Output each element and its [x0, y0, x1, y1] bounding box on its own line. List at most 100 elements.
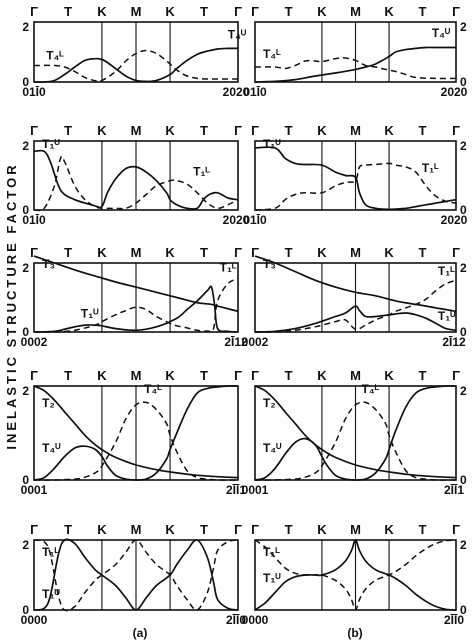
- symmetry-label: Γ: [30, 4, 38, 19]
- symmetry-label: K: [97, 123, 107, 138]
- y-axis-label: INELASTIC STRUCTURE FACTOR: [4, 162, 19, 449]
- y-tick-label: 2: [460, 139, 467, 153]
- symmetry-label: T: [285, 245, 293, 260]
- symmetry-label: Γ: [30, 368, 38, 383]
- symmetry-label: K: [165, 123, 175, 138]
- series-label: T₂: [42, 396, 55, 410]
- symmetry-label: K: [317, 368, 327, 383]
- y-tick-label: 2: [22, 139, 29, 153]
- series-label: T₄ᴸ: [46, 49, 64, 63]
- series-label: T₄ᵁ: [263, 441, 282, 455]
- y-tick-label: 0: [22, 473, 29, 487]
- symmetry-label: Γ: [30, 522, 38, 537]
- panel-label-b: (b): [347, 626, 362, 640]
- series-label: T₁ᴸ: [193, 165, 210, 179]
- y-tick-label: 2: [460, 538, 467, 552]
- x-start-label: 01Ī0: [243, 85, 267, 99]
- x-start-label: 0002: [21, 335, 48, 349]
- x-start-label: 01Ī0: [22, 213, 46, 227]
- series-line: [33, 277, 239, 333]
- series-label: T₁ᵁ: [263, 137, 281, 151]
- y-tick-label: 0: [460, 603, 467, 617]
- series-label: T₁ᴸ: [438, 264, 455, 278]
- symmetry-label: Γ: [452, 368, 460, 383]
- series-label: T₄ᵁ: [432, 26, 451, 40]
- series-line: [254, 539, 457, 611]
- series-label: T₁ᴸ: [220, 261, 237, 275]
- symmetry-label: K: [384, 368, 394, 383]
- series-line: [33, 538, 239, 611]
- x-start-label: 0001: [21, 483, 48, 497]
- y-tick-label: 0: [22, 203, 29, 217]
- symmetry-label: Γ: [30, 123, 38, 138]
- symmetry-label: Γ: [251, 123, 259, 138]
- symmetry-label: Γ: [452, 4, 460, 19]
- y-tick-label: 2: [22, 20, 29, 34]
- symmetry-label: Γ: [251, 522, 259, 537]
- series-label: T₁ᵁ: [42, 137, 60, 151]
- symmetry-label: M: [350, 4, 361, 19]
- symmetry-label: T: [200, 123, 208, 138]
- series-label: T₃: [263, 257, 276, 271]
- y-tick-label: 2: [460, 384, 467, 398]
- symmetry-label: T: [200, 4, 208, 19]
- symmetry-label: Γ: [452, 123, 460, 138]
- symmetry-label: M: [350, 245, 361, 260]
- y-tick-label: 0: [460, 203, 467, 217]
- symmetry-label: T: [200, 368, 208, 383]
- symmetry-label: T: [200, 245, 208, 260]
- symmetry-label: T: [64, 245, 72, 260]
- symmetry-label: K: [165, 522, 175, 537]
- symmetry-label: Γ: [251, 368, 259, 383]
- y-tick-label: 0: [22, 325, 29, 339]
- series-line: [33, 285, 239, 333]
- series-line: [33, 155, 239, 212]
- symmetry-label: T: [64, 123, 72, 138]
- y-tick-label: 0: [22, 75, 29, 89]
- series-line: [33, 49, 238, 83]
- series-label: T₄ᵁ: [42, 441, 61, 455]
- series-line: [33, 47, 239, 83]
- x-start-label: 0001: [242, 483, 269, 497]
- series-line: [254, 401, 457, 481]
- series-label: T₄ᵁ: [228, 28, 247, 42]
- series-line: [254, 305, 457, 333]
- symmetry-label: M: [350, 522, 361, 537]
- symmetry-label: K: [317, 4, 327, 19]
- x-end-label: 2020: [223, 85, 250, 99]
- symmetry-label: Γ: [30, 245, 38, 260]
- symmetry-label: K: [97, 368, 107, 383]
- series-label: T₁ᵁ: [438, 309, 456, 323]
- symmetry-label: K: [384, 522, 394, 537]
- symmetry-label: K: [317, 123, 327, 138]
- series-label: T₁ᴸ: [422, 161, 439, 175]
- symmetry-label: K: [384, 4, 394, 19]
- x-end-label: 2ĪĪ1: [444, 483, 464, 497]
- y-tick-label: 2: [22, 384, 29, 398]
- series-label: T₁ᵁ: [42, 587, 60, 601]
- symmetry-label: M: [131, 4, 142, 19]
- symmetry-label: T: [64, 4, 72, 19]
- x-end-label: 2020: [441, 213, 468, 227]
- symmetry-label: K: [97, 522, 107, 537]
- series-label: T₁ᵁ: [263, 571, 281, 585]
- x-end-label: 2020: [223, 213, 250, 227]
- x-end-label: 2ĪĪ0: [226, 613, 246, 627]
- symmetry-label: T: [418, 245, 426, 260]
- symmetry-label: Γ: [251, 245, 259, 260]
- series-line: [254, 46, 456, 83]
- series-line: [33, 539, 239, 612]
- symmetry-label: K: [165, 245, 175, 260]
- series-line: [33, 255, 239, 313]
- symmetry-label: T: [418, 123, 426, 138]
- symmetry-label: Γ: [234, 522, 242, 537]
- x-end-label: 2020: [441, 85, 468, 99]
- symmetry-label: T: [64, 368, 72, 383]
- series-line: [254, 162, 457, 211]
